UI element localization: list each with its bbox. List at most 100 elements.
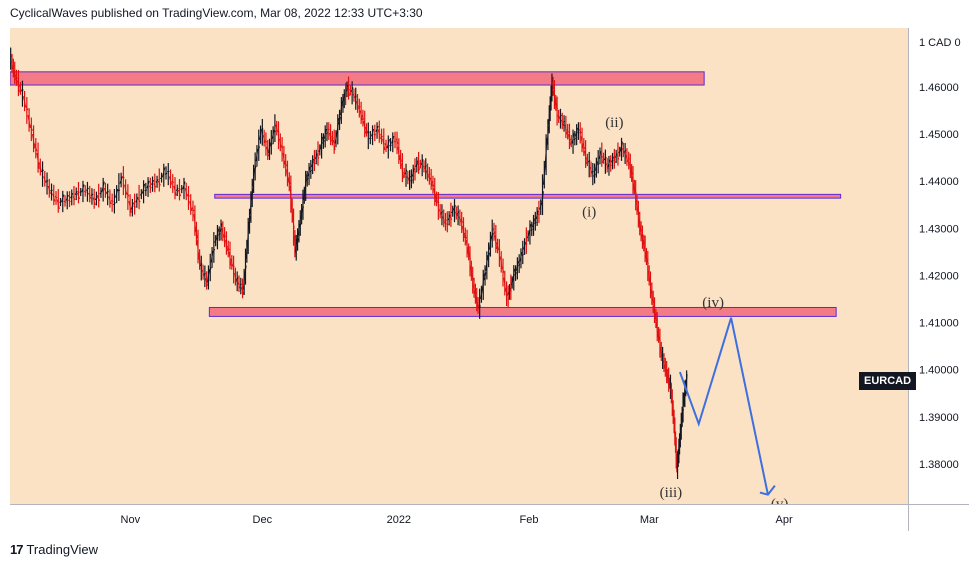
price-segment [25,105,29,111]
x-tick-label: Dec [253,514,273,526]
price-segment [85,187,89,191]
price-segment [395,138,399,144]
price-segment [365,126,368,134]
price-segment [278,138,282,148]
price-segment [480,289,483,300]
price-segment [505,288,508,296]
zone-band-0 [9,71,705,86]
price-segment [483,272,487,281]
y-tick-label: 1.45000 [919,129,959,141]
price-axis[interactable]: 1 CAD 0 1.38000 1.39000 1.40000 1.41000 1.420… [908,28,969,504]
price-segment [296,238,299,244]
price-segment [509,289,512,292]
price-segment [255,148,259,162]
price-segment [559,114,562,118]
price-segment [669,381,672,386]
price-segment [29,124,33,131]
price-segment [623,149,627,153]
price-segment [10,60,14,70]
price-segment [31,133,36,149]
price-segment [331,136,334,139]
price-segment [613,159,616,163]
price-segment [292,218,295,229]
y-tick-label: 1.39000 [919,412,959,424]
price-segment [650,289,654,302]
price-segment [268,142,271,153]
price-segment [361,114,365,120]
price-segment [517,264,521,267]
price-segment [571,133,575,144]
y-tick-label: 1.42000 [919,270,959,282]
price-segment [52,193,56,202]
price-segment [261,128,264,130]
y-tick-label: 1.41000 [919,318,959,330]
price-segment [157,180,161,186]
price-segment [313,161,316,165]
price-segment [478,305,481,309]
chart-plot-area[interactable]: (ii) (i) (iv) (iii) (v) [9,28,908,513]
price-segment [203,272,206,275]
price-segment [316,154,320,159]
price-segment [81,184,85,192]
price-segment [625,155,629,163]
price-segment [377,129,381,140]
price-segment [658,338,661,342]
price-segment [205,278,209,286]
price-segment [384,143,388,149]
price-segment [470,265,473,278]
price-segment [553,90,556,106]
price-segment [210,250,214,263]
price-segment [208,267,212,273]
price-segment [404,169,408,175]
price-segment [234,272,237,282]
price-segment [343,92,346,102]
price-segment [68,199,71,202]
price-segment [164,172,168,175]
price-segment [18,85,22,92]
price-segment [286,169,289,183]
price-segment [345,85,349,92]
price-segment [664,364,667,367]
price-segment [251,189,254,201]
price-segment [201,269,205,277]
price-segment [685,374,688,386]
price-segment [110,200,114,202]
price-segment [153,183,157,188]
price-segment [370,128,375,137]
price-segment [618,150,622,154]
price-segment [59,201,62,203]
price-segment [135,196,139,203]
price-segment [440,211,444,214]
price-segment [266,146,270,157]
price-segment [189,201,193,212]
time-axis[interactable]: Nov Dec 2022 Feb Mar Apr [10,504,908,531]
price-segment [408,175,411,180]
price-segment [602,156,605,161]
price-segment [182,181,186,189]
price-segment [155,179,159,183]
price-segment [228,251,232,266]
price-segment [177,189,182,197]
x-tick-label: Apr [776,514,793,526]
price-segment [150,180,155,185]
price-segment [162,167,166,177]
price-segment [280,145,284,149]
price-segment [494,235,498,250]
price-segment [119,176,123,184]
price-segment [72,196,76,200]
price-segment [180,188,183,190]
price-segment [665,369,668,380]
price-segment [137,198,141,203]
price-chart-svg[interactable]: (ii) (i) (iv) (iii) (v) [9,28,908,513]
price-segment [454,211,458,217]
price-segment [393,140,397,143]
price-segment [339,100,343,116]
price-segment [471,275,474,281]
price-segment [560,119,564,126]
price-segment [212,248,216,253]
price-segment [630,169,633,175]
price-segment [487,252,491,261]
price-segment [332,139,336,151]
price-segment [248,215,251,229]
price-segment [108,196,112,205]
